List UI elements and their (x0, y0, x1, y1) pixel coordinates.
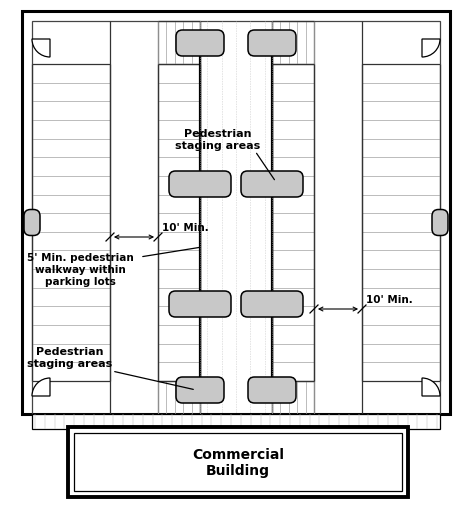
FancyBboxPatch shape (24, 210, 40, 236)
FancyBboxPatch shape (169, 291, 231, 317)
Bar (32, 22, 440, 414)
Wedge shape (32, 40, 50, 58)
Text: Pedestrian
staging areas: Pedestrian staging areas (27, 346, 113, 368)
FancyBboxPatch shape (241, 172, 303, 197)
Bar (68, 427, 408, 497)
FancyBboxPatch shape (248, 377, 296, 403)
FancyBboxPatch shape (248, 31, 296, 57)
Text: Pedestrian
staging areas: Pedestrian staging areas (175, 129, 261, 150)
Text: 10' Min.: 10' Min. (162, 223, 209, 232)
Wedge shape (422, 378, 440, 396)
FancyBboxPatch shape (176, 31, 224, 57)
FancyBboxPatch shape (241, 291, 303, 317)
Wedge shape (32, 378, 50, 396)
Text: 10' Min.: 10' Min. (366, 294, 413, 305)
Bar (74, 433, 402, 491)
Bar (32, 414, 440, 429)
FancyBboxPatch shape (432, 210, 448, 236)
Wedge shape (422, 40, 440, 58)
Text: Commercial
Building: Commercial Building (192, 447, 284, 477)
FancyBboxPatch shape (169, 172, 231, 197)
FancyBboxPatch shape (176, 377, 224, 403)
Text: 5' Min. pedestrian
walkway within
parking lots: 5' Min. pedestrian walkway within parkin… (27, 253, 133, 286)
Bar (22, 12, 450, 414)
